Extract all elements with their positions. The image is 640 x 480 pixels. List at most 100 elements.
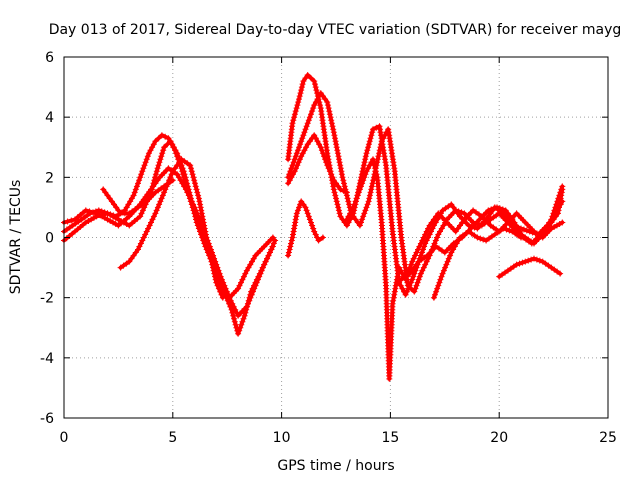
data-point bbox=[309, 108, 316, 115]
data-point bbox=[360, 162, 367, 169]
data-point bbox=[299, 81, 306, 88]
series-track-10 bbox=[343, 156, 566, 382]
data-point bbox=[286, 246, 293, 253]
data-point bbox=[191, 177, 198, 184]
data-point bbox=[200, 216, 206, 223]
data-point bbox=[240, 315, 247, 322]
y-tick-label: -6 bbox=[40, 411, 54, 427]
data-point bbox=[303, 207, 310, 214]
data-point bbox=[331, 189, 338, 196]
data-point bbox=[324, 102, 331, 109]
data-point bbox=[294, 147, 301, 154]
data-point bbox=[392, 282, 399, 289]
data-point bbox=[432, 237, 439, 244]
data-point bbox=[333, 141, 340, 148]
data-point bbox=[289, 120, 296, 127]
data-point bbox=[131, 189, 138, 196]
data-point bbox=[161, 144, 168, 151]
data-point bbox=[519, 259, 526, 266]
data-point bbox=[302, 204, 309, 211]
data-point bbox=[138, 210, 145, 217]
data-point bbox=[68, 217, 75, 224]
data-point bbox=[187, 162, 194, 169]
data-point bbox=[219, 294, 226, 301]
data-point bbox=[215, 285, 222, 292]
data-point bbox=[522, 258, 529, 265]
data-point bbox=[188, 198, 195, 205]
y-tick-label: 2 bbox=[45, 170, 54, 186]
data-point bbox=[195, 192, 202, 199]
data-point bbox=[334, 201, 341, 208]
data-point bbox=[211, 270, 218, 277]
data-point bbox=[206, 249, 213, 256]
data-point bbox=[299, 135, 306, 142]
data-series bbox=[61, 72, 566, 382]
data-point bbox=[220, 282, 227, 289]
data-point bbox=[363, 204, 370, 211]
data-point bbox=[363, 150, 370, 157]
data-point bbox=[298, 84, 305, 91]
data-point bbox=[365, 144, 372, 151]
data-point bbox=[293, 165, 299, 172]
data-point bbox=[291, 225, 298, 232]
data-point bbox=[244, 303, 251, 310]
data-point bbox=[336, 156, 342, 163]
data-point bbox=[308, 75, 314, 82]
data-point bbox=[188, 168, 195, 175]
data-point bbox=[196, 198, 203, 205]
data-point bbox=[333, 144, 340, 151]
data-point bbox=[340, 187, 347, 194]
data-point bbox=[303, 123, 310, 130]
data-point bbox=[506, 227, 513, 234]
data-point bbox=[319, 234, 326, 241]
data-point bbox=[238, 279, 244, 286]
data-point bbox=[372, 168, 379, 175]
data-point bbox=[136, 177, 143, 184]
data-point bbox=[345, 198, 352, 205]
data-point bbox=[297, 90, 304, 97]
data-point bbox=[290, 117, 297, 124]
data-point bbox=[302, 126, 309, 133]
data-point bbox=[513, 261, 520, 268]
data-point bbox=[365, 141, 372, 148]
data-point bbox=[419, 249, 425, 256]
data-point bbox=[323, 159, 330, 166]
data-point bbox=[434, 234, 440, 241]
data-point bbox=[337, 186, 344, 193]
data-point bbox=[156, 201, 163, 208]
data-point bbox=[240, 273, 247, 280]
data-point bbox=[531, 255, 537, 262]
data-point bbox=[352, 216, 359, 223]
data-point bbox=[132, 186, 139, 193]
data-point bbox=[308, 111, 314, 118]
data-point bbox=[310, 105, 317, 112]
data-point bbox=[137, 240, 144, 247]
data-point bbox=[417, 270, 424, 277]
data-point bbox=[370, 126, 376, 133]
data-point bbox=[207, 252, 214, 259]
data-point bbox=[208, 258, 215, 265]
chart-title: Day 013 of 2017, Sidereal Day-to-day VTE… bbox=[49, 22, 622, 38]
data-point bbox=[516, 260, 523, 267]
x-axis-label: GPS time / hours bbox=[277, 458, 394, 474]
data-point bbox=[362, 156, 369, 163]
data-point bbox=[223, 288, 230, 295]
data-point bbox=[133, 183, 140, 190]
data-point bbox=[520, 226, 527, 233]
data-point bbox=[333, 180, 339, 187]
data-point bbox=[360, 177, 367, 184]
data-point bbox=[291, 168, 298, 175]
data-point bbox=[332, 135, 338, 142]
data-point bbox=[557, 270, 564, 277]
x-tick-label: 25 bbox=[599, 430, 617, 446]
y-tick-label: 6 bbox=[45, 50, 54, 66]
data-point bbox=[324, 162, 331, 169]
data-point bbox=[303, 144, 310, 151]
data-point bbox=[411, 288, 418, 295]
data-point bbox=[298, 138, 305, 145]
data-point bbox=[317, 144, 324, 151]
data-point bbox=[417, 252, 424, 259]
y-tick-label: -4 bbox=[40, 351, 54, 367]
data-point bbox=[247, 291, 254, 298]
data-point bbox=[368, 132, 375, 139]
